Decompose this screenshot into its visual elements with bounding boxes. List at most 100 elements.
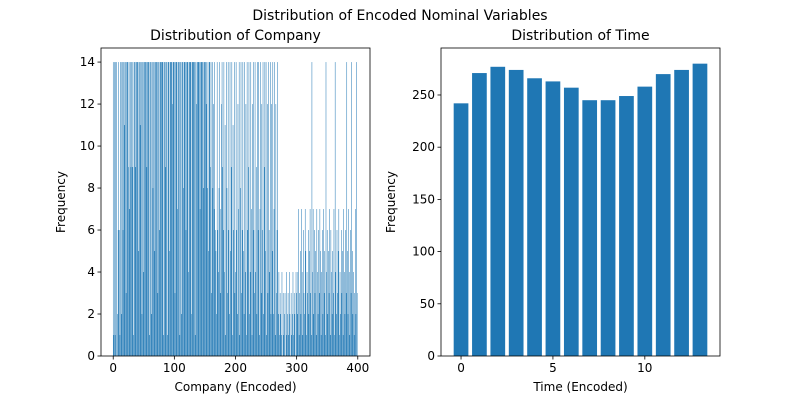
bar	[139, 125, 141, 356]
bar	[250, 62, 252, 356]
bar	[347, 314, 349, 356]
bar	[137, 62, 138, 356]
bar	[297, 272, 299, 356]
bar	[311, 62, 313, 356]
bar	[185, 230, 187, 356]
bar	[247, 230, 248, 356]
bar	[194, 62, 195, 356]
bar	[334, 335, 335, 356]
bar	[237, 314, 238, 356]
bar	[161, 62, 163, 356]
bar	[238, 209, 239, 356]
bar	[190, 62, 191, 356]
bar	[271, 251, 273, 356]
bar	[324, 251, 326, 356]
bar	[223, 62, 225, 356]
bar	[140, 62, 141, 356]
bar	[287, 293, 289, 356]
bar	[115, 62, 116, 356]
y-axis-label: Frequency	[54, 171, 68, 233]
bar	[175, 62, 177, 356]
bar	[196, 104, 197, 357]
y-tick-label: 0	[427, 349, 435, 363]
bar	[174, 62, 175, 356]
bar	[333, 209, 335, 356]
bar	[129, 209, 130, 356]
bar	[261, 104, 263, 357]
y-tick-label: 100	[412, 245, 435, 259]
bar	[197, 62, 198, 356]
bar	[226, 188, 228, 356]
bar	[235, 272, 236, 356]
bar	[215, 230, 216, 356]
bar	[218, 188, 220, 356]
bar	[174, 293, 176, 356]
bar	[293, 335, 294, 356]
bar	[341, 230, 342, 356]
bar	[331, 314, 333, 356]
bar	[301, 272, 303, 356]
bar	[248, 62, 250, 356]
bar	[125, 62, 126, 356]
bar	[263, 167, 265, 356]
bar	[203, 188, 204, 356]
bar	[195, 62, 197, 356]
bar	[259, 335, 260, 356]
bar	[309, 209, 311, 356]
bar	[257, 230, 259, 356]
bar	[293, 293, 295, 356]
bar	[130, 62, 131, 356]
bar	[314, 230, 315, 356]
bar	[336, 230, 338, 356]
bar	[222, 167, 223, 356]
bar	[343, 209, 344, 356]
bar	[545, 81, 561, 357]
bar	[117, 230, 119, 356]
bar	[149, 335, 150, 356]
bar	[123, 125, 125, 356]
bar	[141, 314, 143, 356]
bar	[132, 167, 134, 356]
bar	[235, 62, 237, 356]
bar	[344, 272, 345, 356]
bar	[356, 293, 358, 356]
bar	[227, 62, 229, 356]
bar	[270, 62, 271, 356]
bar	[243, 314, 245, 356]
bar	[191, 314, 192, 356]
bar	[158, 62, 160, 356]
bar	[322, 314, 324, 356]
y-tick-label: 4	[87, 265, 95, 279]
bar	[342, 251, 343, 356]
bar	[135, 62, 137, 356]
bar	[186, 62, 187, 356]
bar	[156, 62, 157, 356]
bar	[273, 314, 274, 356]
bar	[202, 62, 203, 356]
bar	[158, 62, 159, 356]
chart-title: Distribution of Company	[150, 28, 321, 44]
bar	[172, 62, 174, 356]
bar	[160, 62, 162, 356]
bar	[352, 251, 353, 356]
bar	[291, 335, 293, 356]
bar	[323, 209, 324, 356]
bar	[218, 272, 219, 356]
bar	[134, 167, 136, 356]
bar	[356, 62, 357, 356]
bar	[312, 209, 314, 356]
bar	[314, 293, 316, 356]
bar	[199, 209, 201, 356]
bar	[160, 62, 161, 356]
bar	[326, 272, 327, 356]
bar	[144, 62, 146, 356]
bar	[145, 62, 147, 356]
bar	[131, 62, 133, 356]
bar	[206, 62, 208, 356]
bar	[273, 209, 275, 356]
bar	[353, 272, 354, 356]
bar	[210, 167, 211, 356]
bar	[322, 230, 323, 356]
bar	[340, 314, 341, 356]
